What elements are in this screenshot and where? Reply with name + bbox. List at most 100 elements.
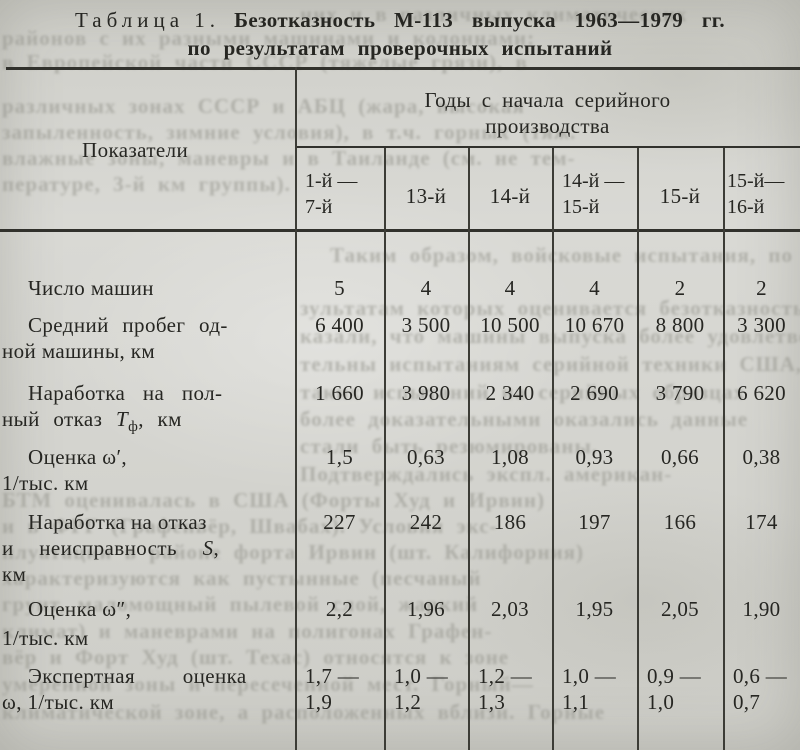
label-text: , км	[138, 407, 182, 431]
cell-r2-c5: 8 800	[655, 313, 705, 337]
label-text: ,	[213, 536, 220, 560]
ghost-text-line: зультатам которых оценивается безотказно…	[300, 296, 800, 320]
ghost-text-line: более доказательными оказались данные	[300, 407, 749, 431]
cell-r7-c2-bottom: 1,2	[394, 690, 422, 714]
ghost-text-line: них и в различных климатических	[300, 2, 688, 26]
column-divider-3	[552, 148, 554, 750]
ghost-text-line: БТМ оценивалась в США (Форты Худ и Ирвин…	[2, 488, 545, 512]
cell-r1-c1: 5	[334, 276, 345, 300]
ghost-text-line: плуатации в районе форта Ирвин (шт. Кали…	[2, 540, 585, 564]
row-label-omega-dblprime-line2: 1/тыс. км	[2, 626, 89, 650]
cell-r5-c5: 166	[663, 510, 697, 534]
ghost-text-line: и в ФРГ (Графенвёр, Швабах). Условия экс…	[2, 514, 498, 538]
ghost-text-line: влажные зоны, маневры и в Таиланде (см. …	[2, 146, 576, 170]
col-header-4-line2: 15-й	[562, 196, 600, 218]
cell-r3-c1: 1 660	[315, 381, 364, 405]
cell-r5-c2: 242	[409, 510, 443, 534]
col-header-3: 14-й	[489, 184, 531, 208]
cell-r6-c4: 1,95	[575, 597, 614, 621]
ghost-text-line: Подтверждались экспл. американ-	[300, 462, 673, 486]
row-label-mtbf-full-line2: ный отказ Tф, км	[2, 407, 182, 436]
cell-r7-c1-bottom: 1,9	[305, 690, 333, 714]
cell-r3-c3: 2 340	[485, 381, 535, 405]
ghost-text-line: тельны испытаниям серийной техники США, …	[300, 352, 800, 376]
row-label-mtbf-any-line3: км	[2, 562, 27, 586]
cell-r2-c3: 10 500	[480, 313, 540, 337]
cell-r4-c5: 0,66	[661, 445, 699, 469]
cell-r1-c2: 4	[420, 276, 432, 300]
cell-r2-c4: 10 670	[564, 313, 625, 337]
cell-r6-c1: 2,2	[325, 597, 354, 621]
cell-r7-c4-top: 1,0 —	[562, 664, 616, 688]
table-number-label: Таблица 1.	[74, 8, 221, 32]
cell-r3-c2: 3 980	[401, 381, 451, 405]
row-label-mileage-line2: ной машины, км	[2, 339, 156, 363]
column-divider-4	[637, 148, 639, 750]
math-symbol-S: S	[202, 536, 214, 560]
label-text: ный отказ	[2, 407, 116, 431]
ghost-text-line: запыленность, зимние условия), в т.ч. го…	[2, 120, 577, 144]
cell-r1-c5: 2	[674, 276, 686, 300]
cell-r7-c6-bottom: 0,7	[733, 690, 761, 714]
cell-r5-c4: 197	[578, 510, 611, 534]
col-header-6-line1: 15-й—	[727, 170, 785, 192]
cell-r3-c4: 2 690	[570, 381, 619, 405]
table-top-rule	[6, 67, 800, 70]
table-title-text: Безотказность М-113 выпуска 1963—1979 гг…	[234, 8, 725, 32]
col-header-2: 13-й	[405, 184, 447, 208]
cell-r2-c2: 3 500	[401, 313, 451, 337]
cell-r4-c1: 1,5	[325, 445, 354, 469]
cell-r7-c4-bottom: 1,1	[562, 690, 590, 714]
ghost-text-line: различных зонах СССР и АБЦ (жара, высока…	[2, 94, 525, 118]
group-header-underline	[295, 146, 800, 148]
column-divider-1	[384, 148, 386, 750]
ghost-text-line: грунт, маломощный пылевой слой, жаркий	[2, 592, 479, 616]
row-label-expert-line1: Экспертная оценка	[28, 664, 247, 688]
group-header-line1: Годы с начала серийного	[424, 88, 671, 112]
ghost-text-line: климатической зоне, а расположенных вбли…	[2, 700, 606, 724]
row-label-omega-dblprime-line1: Оценка ω″,	[28, 597, 132, 621]
group-header-line2: производства	[485, 114, 610, 138]
cell-r6-c5: 2,05	[661, 597, 699, 621]
ghost-text-line: районов с их разными машинами и колоннам…	[2, 26, 536, 50]
cell-r7-c5-top: 0,9 —	[647, 664, 701, 688]
ghost-text-line: стали быть резюмированы.	[300, 434, 599, 458]
cell-r5-c6: 174	[745, 510, 778, 534]
table-title-line1: Таблица 1. Безотказность М-113 выпуска 19…	[0, 8, 800, 33]
cell-r1-c6: 2	[756, 276, 767, 300]
table-title-line2: по результатам проверочных испытаний	[187, 36, 613, 60]
cell-r7-c1-top: 1,7 —	[305, 664, 359, 688]
col-header-5: 15-й	[659, 184, 701, 208]
ghost-text-line: таких испытаний на серийных образцах	[300, 380, 746, 404]
row-label-mtbf-any-line2: и неисправность S,	[2, 536, 219, 561]
ghost-text-line: в Европейской части СССР (тяжелые грязи)…	[2, 50, 528, 74]
cell-r7-c2-top: 1,0 —	[394, 664, 448, 688]
cell-r2-c1: 6 400	[315, 313, 364, 337]
column-divider-stub	[295, 67, 297, 750]
row-label-machines: Число машин	[28, 276, 154, 300]
label-text: и неисправность	[2, 536, 203, 560]
ghost-text-line: умеренной зоны и пересеченной мест. Горн…	[2, 672, 534, 696]
math-subscript: ф	[128, 419, 139, 436]
col-header-1-line1: 1-й —	[305, 170, 358, 192]
row-label-mtbf-any-line1: Наработка на отказ	[28, 510, 207, 534]
cell-r1-c3: 4	[504, 276, 516, 300]
ghost-text-line: вёр и Форт Худ (шт. Техас) относятся к з…	[2, 645, 510, 669]
cell-r1-c4: 4	[589, 276, 600, 300]
cell-r6-c6: 1,90	[742, 597, 781, 621]
column-divider-2	[468, 148, 470, 750]
cell-r7-c3-top: 1,2 —	[478, 664, 532, 688]
cell-r7-c6-top: 0,6 —	[733, 664, 787, 688]
header-body-separator-rule	[0, 229, 800, 232]
cell-r4-c4: 0,93	[575, 445, 614, 469]
cell-r7-c3-bottom: 1,3	[478, 690, 506, 714]
ghost-text-line: Таким образом, войсковые испытания, по р…	[330, 243, 800, 267]
cell-r4-c3: 1,08	[491, 445, 529, 469]
cell-r4-c2: 0,63	[407, 445, 445, 469]
col-header-6-line2: 16-й	[727, 196, 765, 218]
row-label-omega-prime-line1: Оценка ω′,	[28, 445, 128, 469]
col-header-4-line1: 14-й —	[562, 170, 625, 192]
